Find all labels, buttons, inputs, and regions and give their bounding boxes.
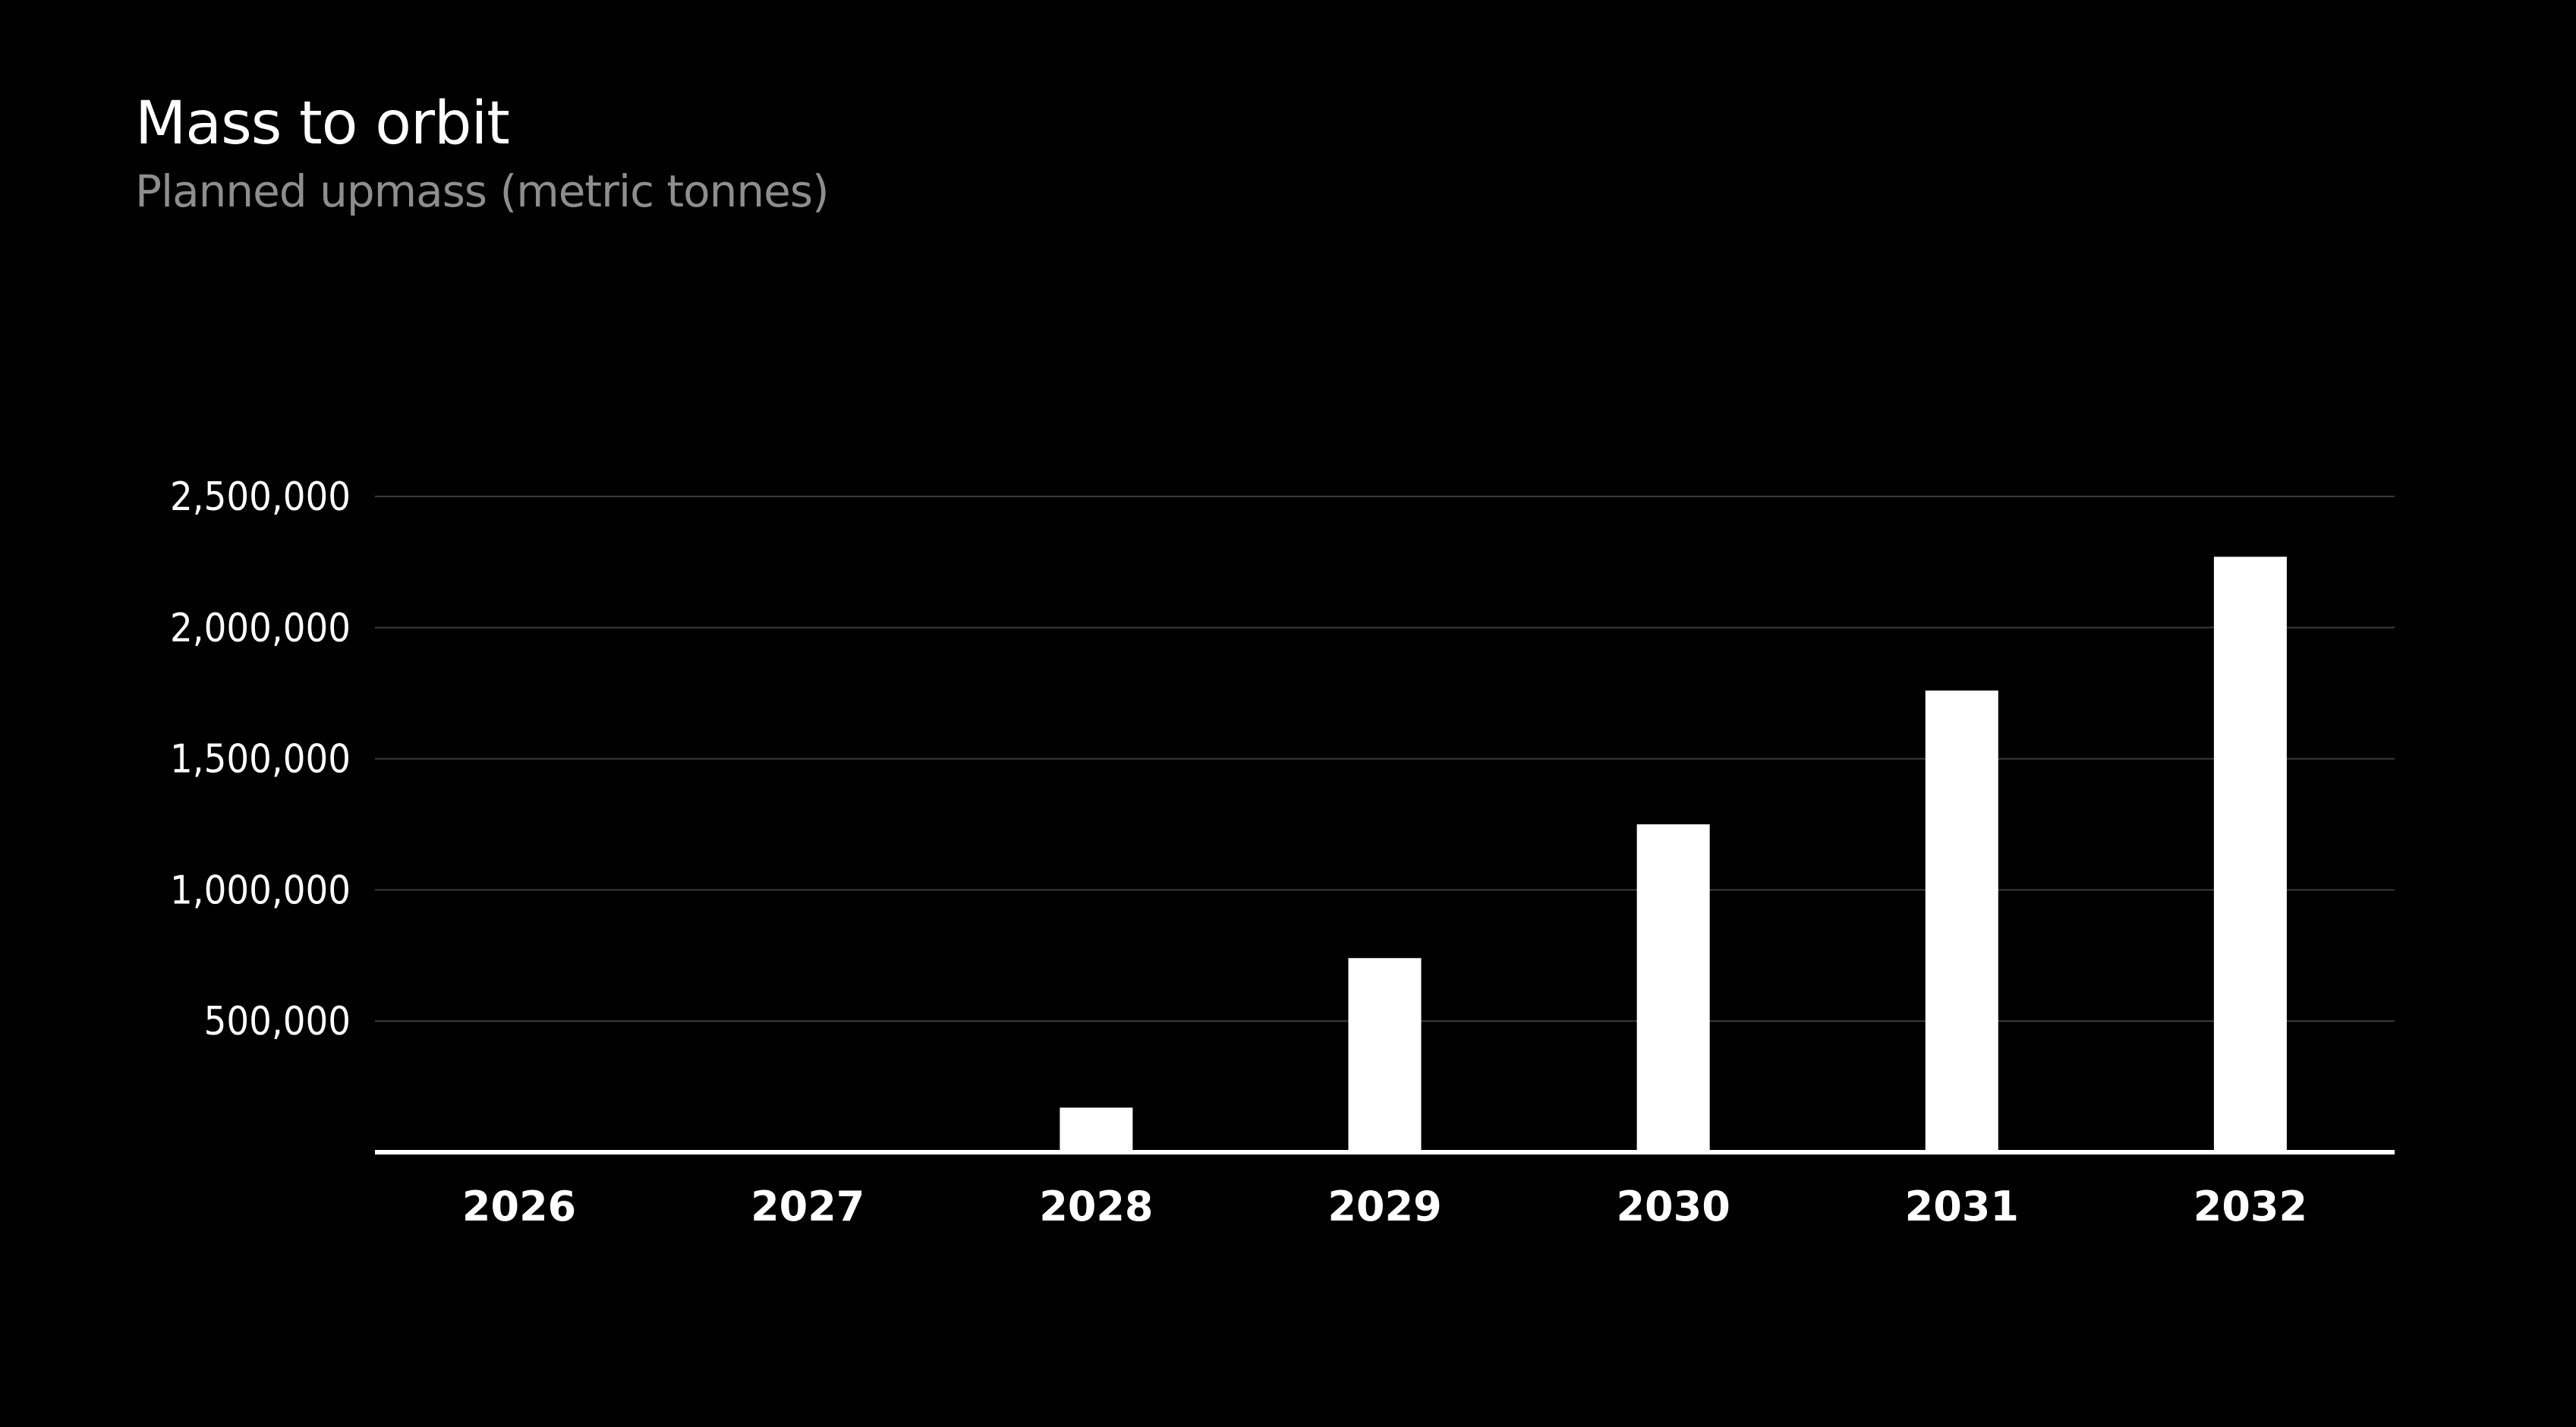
chart-title: Mass to orbit [135,90,510,158]
x-tick-label: 2032 [2193,1183,2307,1230]
x-tick-label: 2026 [462,1183,576,1230]
x-tick-label: 2029 [1327,1183,1441,1230]
bar-2030 [1636,824,1710,1152]
x-tick-label: 2030 [1616,1183,1730,1230]
bar-2031 [1925,690,1998,1152]
y-tick-label: 500,000 [204,999,351,1044]
bars [1060,556,2287,1152]
x-axis-ticks: 2026 2027 2028 2029 2030 2031 2032 [462,1183,2307,1230]
y-tick-label: 1,500,000 [170,737,351,783]
gridlines [375,496,2395,1022]
bar-2029 [1348,958,1422,1152]
bar-2032 [2213,556,2287,1152]
y-tick-label: 2,000,000 [170,606,351,651]
y-tick-label: 2,500,000 [170,474,351,520]
y-axis-ticks: 500,000 1,000,000 1,500,000 2,000,000 2,500,… [170,474,351,1044]
chart-subtitle: Planned upmass (metric tonnes) [135,165,830,217]
x-tick-label: 2028 [1039,1183,1153,1230]
bar-2028 [1060,1107,1133,1152]
y-tick-label: 1,000,000 [170,868,351,913]
x-tick-label: 2027 [751,1183,864,1230]
x-tick-label: 2031 [1905,1183,2019,1230]
